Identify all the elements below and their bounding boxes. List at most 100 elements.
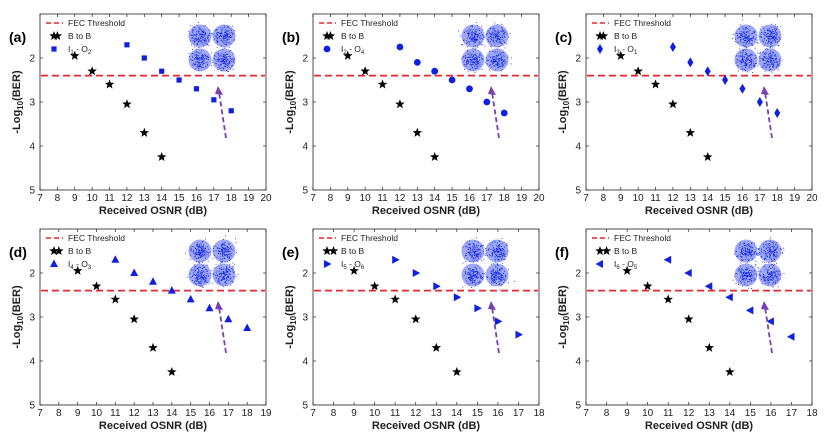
constellation-dot — [202, 64, 203, 66]
constellation-dot — [205, 269, 206, 271]
constellation-dot — [224, 249, 226, 251]
constellation-dot — [200, 276, 202, 278]
constellation-dot — [474, 38, 476, 40]
constellation-dot — [501, 246, 502, 247]
constellation-diagram — [185, 235, 239, 288]
constellation-dot — [740, 250, 742, 252]
constellation-dot — [227, 247, 229, 248]
constellation-dot — [197, 257, 199, 259]
constellation-dot — [475, 63, 477, 65]
constellation-dot — [481, 26, 482, 28]
constellation-dot — [769, 250, 771, 252]
constellation-dot — [767, 62, 769, 63]
constellation-dot — [741, 256, 743, 257]
constellation-dot — [744, 34, 746, 36]
constellation-dot — [496, 55, 498, 57]
constellation-dot — [492, 245, 493, 247]
constellation-dot — [499, 255, 501, 257]
constellation-dot — [199, 62, 201, 63]
constellation-dot — [501, 43, 503, 44]
x-tick-label: 9 — [351, 408, 357, 419]
constellation-dot — [743, 38, 744, 40]
constellation-dot — [195, 61, 197, 63]
constellation-dot — [780, 248, 782, 250]
constellation-dot — [221, 53, 223, 54]
constellation-dot — [197, 64, 198, 66]
constellation-dot — [773, 254, 775, 256]
constellation-dot — [742, 277, 743, 278]
constellation-dot — [479, 55, 481, 56]
constellation-dot — [500, 31, 502, 32]
constellation-dot — [221, 278, 223, 280]
constellation-dot — [193, 273, 194, 275]
constellation-dot — [501, 269, 503, 270]
y-tick-label: 3 — [29, 98, 35, 109]
constellation-dot — [765, 241, 767, 243]
constellation-dot — [739, 52, 741, 54]
constellation-dot — [202, 63, 204, 65]
constellation-dot — [750, 39, 752, 41]
constellation-dot — [481, 29, 483, 31]
constellation-dot — [472, 275, 474, 277]
constellation-dot — [735, 32, 737, 34]
constellation-dot — [750, 272, 751, 273]
constellation-dot — [746, 42, 748, 43]
constellation-dot — [221, 247, 223, 249]
constellation-dot — [474, 62, 476, 64]
constellation-dot — [474, 245, 476, 247]
constellation-dot — [224, 32, 226, 33]
constellation-dot — [208, 40, 210, 42]
constellation-dot — [219, 38, 221, 39]
constellation-dot — [476, 67, 478, 69]
constellation-dot — [750, 278, 752, 280]
constellation-dot — [498, 58, 500, 60]
constellation-dot — [503, 282, 504, 283]
constellation-dot — [507, 55, 509, 57]
constellation-dot — [765, 277, 766, 279]
x-axis-label: Received OSNR (dB) — [645, 205, 754, 217]
constellation-dot — [761, 252, 763, 254]
constellation-dot — [467, 244, 469, 246]
constellation-dot — [739, 36, 740, 38]
constellation-dot — [472, 276, 474, 277]
legend-fec-label: FEC Threshold — [68, 18, 125, 28]
constellation-dot — [778, 65, 780, 67]
constellation-dot — [769, 38, 771, 39]
constellation-dot — [476, 60, 478, 61]
constellation-dot — [227, 26, 229, 28]
constellation-dot — [753, 66, 755, 68]
constellation-dot — [202, 261, 203, 263]
constellation-dot — [472, 280, 473, 282]
constellation-dot — [499, 241, 501, 242]
constellation-dot — [753, 254, 755, 255]
x-tick-label: 18 — [242, 408, 254, 419]
constellation-dot — [756, 63, 758, 64]
constellation-dot — [471, 34, 473, 36]
plot-area — [312, 13, 540, 191]
constellation-dot — [226, 280, 227, 282]
constellation-dot — [776, 270, 777, 272]
constellation-dot — [497, 248, 499, 249]
constellation-dot — [739, 268, 741, 270]
x-tick-label: 8 — [601, 193, 607, 204]
constellation-dot — [500, 58, 502, 60]
x-tick-label: 20 — [806, 193, 818, 204]
constellation-dot — [228, 64, 230, 66]
constellation-dot — [768, 61, 770, 63]
constellation-dot — [747, 255, 749, 257]
constellation-dot — [222, 38, 224, 39]
constellation-dot — [483, 273, 485, 275]
constellation-dot — [745, 37, 747, 39]
constellation-dot — [744, 45, 746, 47]
constellation-dot — [499, 257, 501, 259]
constellation-dot — [228, 51, 230, 52]
constellation-dot — [472, 32, 474, 33]
constellation-dot — [497, 248, 499, 250]
constellation-dot — [471, 56, 473, 58]
constellation-dot — [195, 36, 197, 38]
constellation-dot — [758, 56, 760, 58]
constellation-dot — [498, 66, 500, 68]
constellation-dot — [198, 32, 200, 34]
constellation-dot — [742, 68, 743, 70]
